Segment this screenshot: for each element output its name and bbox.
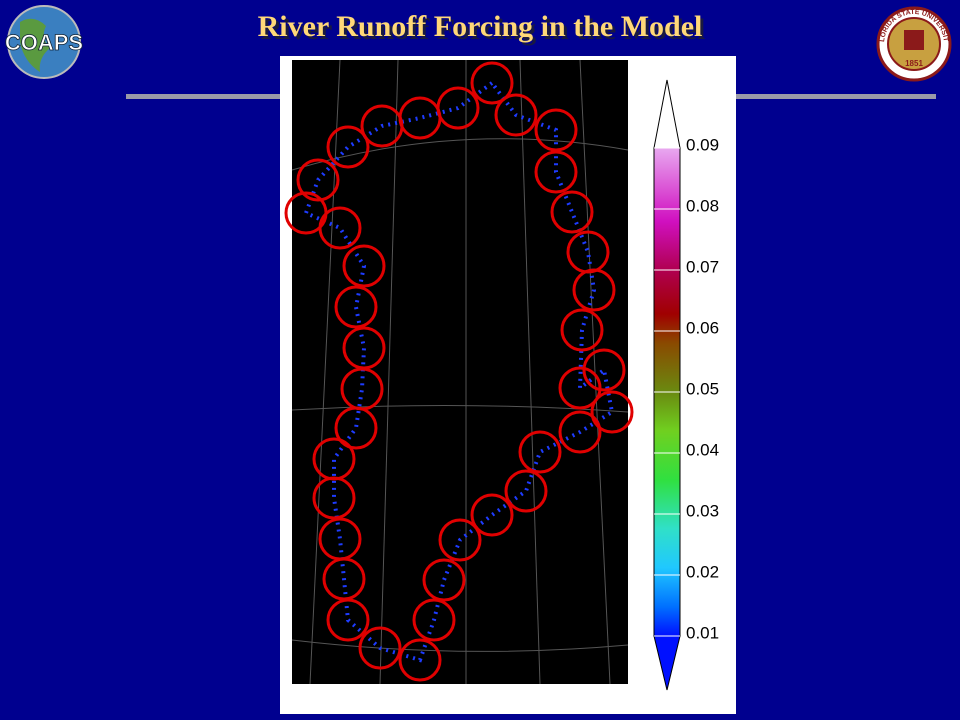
highlight-circle	[360, 104, 404, 148]
coaps-text: COAPS	[5, 30, 83, 55]
highlight-circle	[398, 638, 442, 682]
colorbar-tick-label: 0.02	[686, 562, 719, 581]
highlight-circle	[342, 244, 386, 288]
highlight-circle	[470, 61, 514, 105]
highlight-circle	[358, 626, 402, 670]
highlight-circle	[326, 125, 370, 169]
colorbar-tick-label: 0.06	[686, 318, 719, 337]
colorbar-tick-label: 0.08	[686, 196, 719, 215]
map	[292, 60, 628, 684]
highlight-circles	[284, 61, 634, 682]
highlight-circle	[470, 493, 514, 537]
highlight-circle	[550, 190, 594, 234]
highlight-circle	[558, 366, 602, 410]
highlight-circle	[312, 476, 356, 520]
highlight-circle	[296, 158, 340, 202]
highlight-circle	[412, 598, 456, 642]
highlight-circle	[534, 150, 578, 194]
highlight-circle	[494, 93, 538, 137]
colorbar-tick-label: 0.04	[686, 440, 719, 459]
highlight-circle	[504, 469, 548, 513]
highlight-circle	[518, 430, 562, 474]
colorbar-tick-label: 0.05	[686, 379, 719, 398]
highlight-circle	[534, 108, 578, 152]
highlight-circle	[334, 406, 378, 450]
colorbar-tick-label: 0.01	[686, 623, 719, 642]
highlight-circle	[566, 230, 610, 274]
colorbar-tick-label: 0.09	[686, 135, 719, 154]
colorbar-tick-label: 0.07	[686, 257, 719, 276]
highlight-circle	[582, 348, 626, 392]
seal-year: 1851	[905, 59, 923, 68]
colorbar: 0.01 0.02 0.03 0.04 0.05 0.06 0.07 0.08 0.09	[653, 79, 719, 691]
coaps-logo: COAPS	[4, 5, 84, 79]
title: River Runoff Forcing in the Model	[258, 10, 703, 43]
highlight-circle	[558, 410, 602, 454]
highlight-circle	[326, 598, 370, 642]
title-shadow: River Runoff Forcing in the Model	[261, 13, 706, 46]
highlight-circle	[318, 206, 362, 250]
highlight-circle	[438, 518, 482, 562]
colorbar-tick-label: 0.03	[686, 501, 719, 520]
highlight-circle	[422, 558, 466, 602]
highlight-circle	[334, 285, 378, 329]
highlight-circle	[590, 390, 634, 434]
highlight-circle	[560, 308, 604, 352]
